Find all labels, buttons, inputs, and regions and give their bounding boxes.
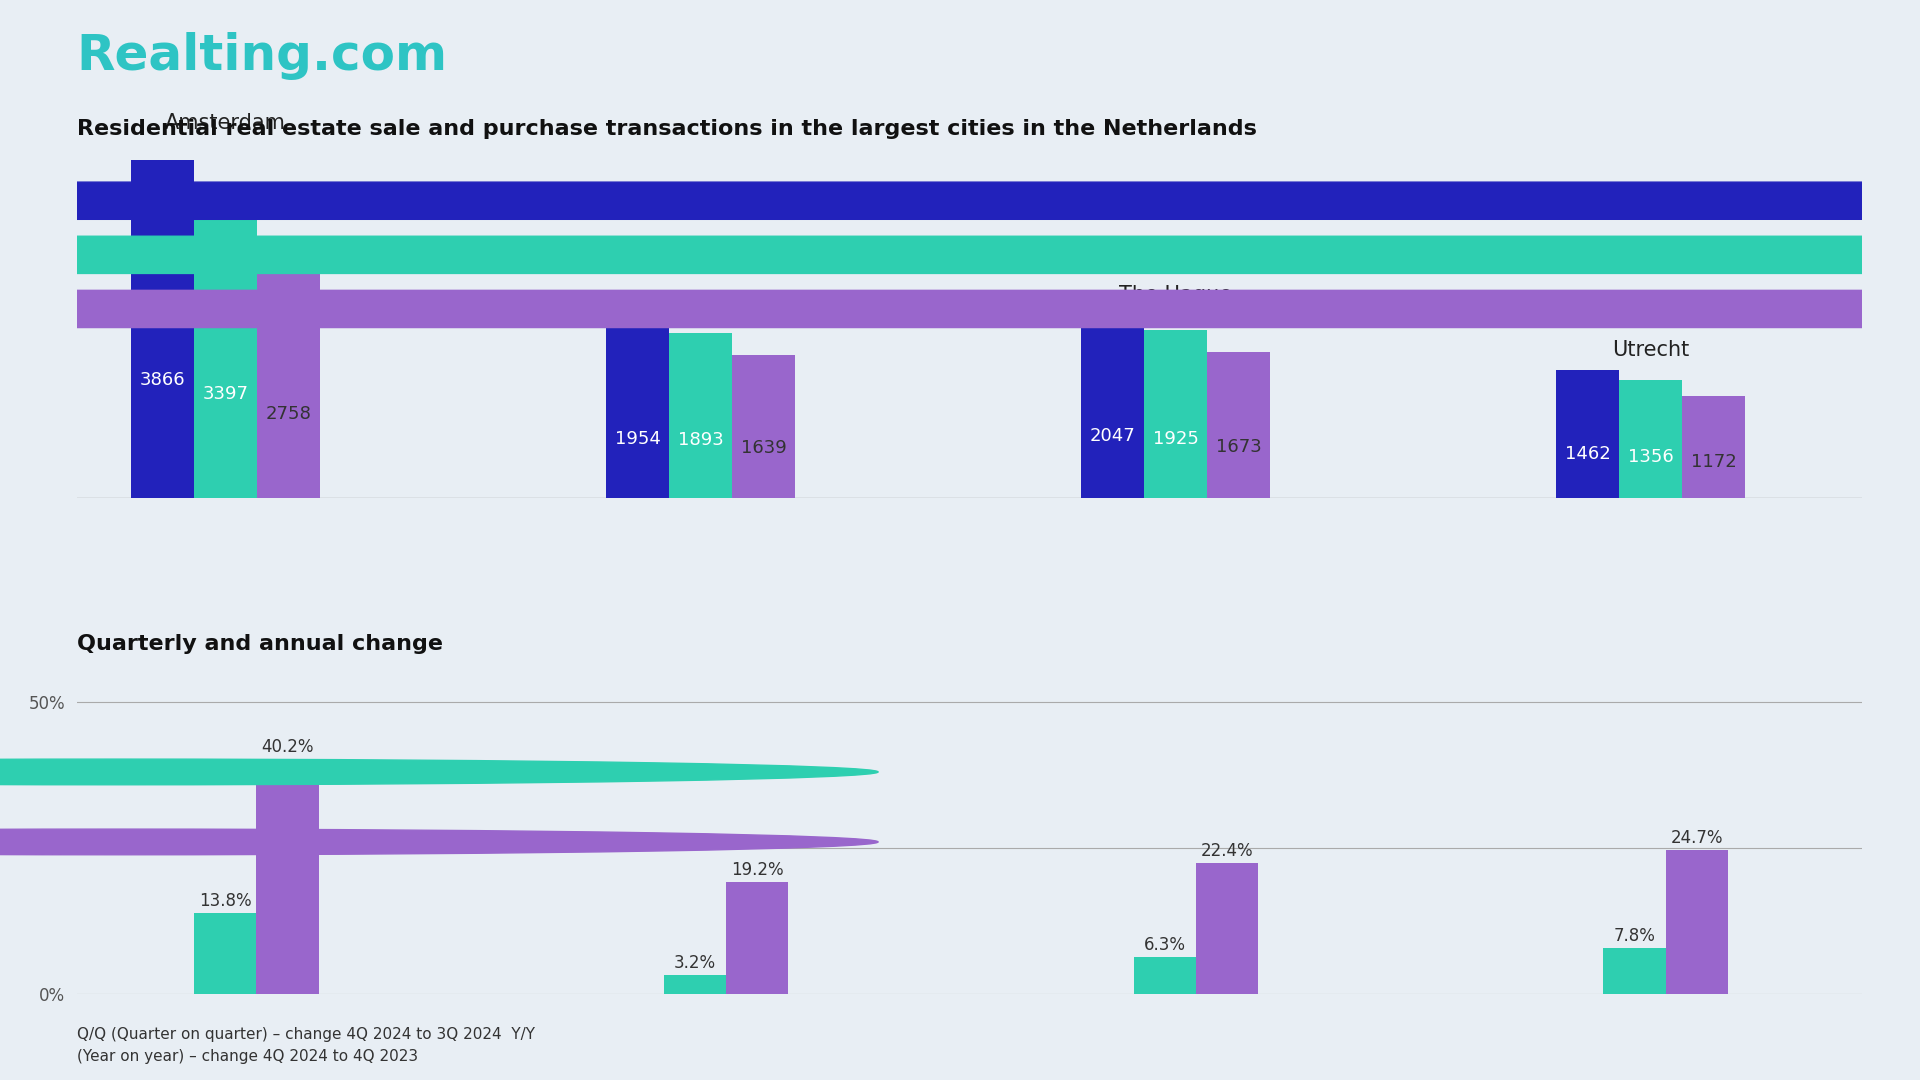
Text: 6.3%: 6.3% [1144,936,1187,954]
Bar [670,333,732,498]
Text: 1925: 1925 [1152,431,1198,448]
Text: 7.8%: 7.8% [1613,928,1655,945]
Text: 40.2%: 40.2% [261,739,313,756]
Text: Q/Q: Q/Q [159,762,198,782]
Circle shape [0,237,1920,273]
Text: (Year on year) – change 4Q 2024 to 4Q 2023: (Year on year) – change 4Q 2024 to 4Q 20… [77,1049,419,1064]
Text: 1954: 1954 [614,430,660,447]
Text: 24.7%: 24.7% [1670,828,1722,847]
Text: Q/Q (Quarter on quarter) – change 4Q 2024 to 3Q 2024  Y/Y: Q/Q (Quarter on quarter) – change 4Q 202… [77,1027,536,1042]
Circle shape [0,759,877,785]
Text: 2758: 2758 [265,405,311,423]
Bar [1619,380,1682,498]
Text: 1893: 1893 [678,431,724,449]
Text: 1639: 1639 [741,440,787,457]
Circle shape [0,829,877,854]
Text: Residential real estate sale and purchase transactions in the largest cities in : Residential real estate sale and purchas… [77,119,1258,139]
Text: 3866: 3866 [140,370,186,389]
Bar [257,759,319,994]
Bar [1196,863,1258,994]
Bar [194,913,257,994]
Text: 3397: 3397 [204,386,248,403]
Text: 4Q 2023: 4Q 2023 [117,299,200,319]
Text: The Hague: The Hague [1119,285,1233,305]
Bar [607,327,670,498]
Circle shape [0,183,1920,219]
Text: Quarterly and annual change: Quarterly and annual change [77,634,444,654]
Text: Utrecht: Utrecht [1613,340,1690,361]
Text: Amsterdam: Amsterdam [165,113,286,133]
Bar [1208,352,1269,498]
Bar [1682,395,1745,498]
Bar [732,355,795,498]
Text: Y/Y: Y/Y [159,833,190,851]
Text: 4Q 2024: 4Q 2024 [117,191,200,211]
Text: 1462: 1462 [1565,445,1611,462]
Text: Rotterdam: Rotterdam [645,294,756,313]
Bar [664,975,726,994]
Bar [1081,320,1144,498]
Text: 2047: 2047 [1091,427,1135,445]
Bar [1603,948,1665,994]
Bar [257,257,321,498]
Bar [1133,957,1196,994]
Bar [131,160,194,498]
Text: 3Q 2024: 3Q 2024 [117,245,200,265]
Text: 1356: 1356 [1628,448,1674,465]
Bar [194,201,257,498]
Text: 22.4%: 22.4% [1200,842,1254,860]
Text: 13.8%: 13.8% [200,892,252,910]
Text: 19.2%: 19.2% [732,861,783,879]
Circle shape [0,291,1920,327]
Text: 1673: 1673 [1215,438,1261,456]
Text: Realting.com: Realting.com [77,32,447,80]
Bar [726,881,789,994]
Bar [1144,329,1208,498]
Bar [1557,370,1619,498]
Text: 3.2%: 3.2% [674,954,716,972]
Text: 1172: 1172 [1692,454,1736,472]
Bar [1665,850,1728,994]
